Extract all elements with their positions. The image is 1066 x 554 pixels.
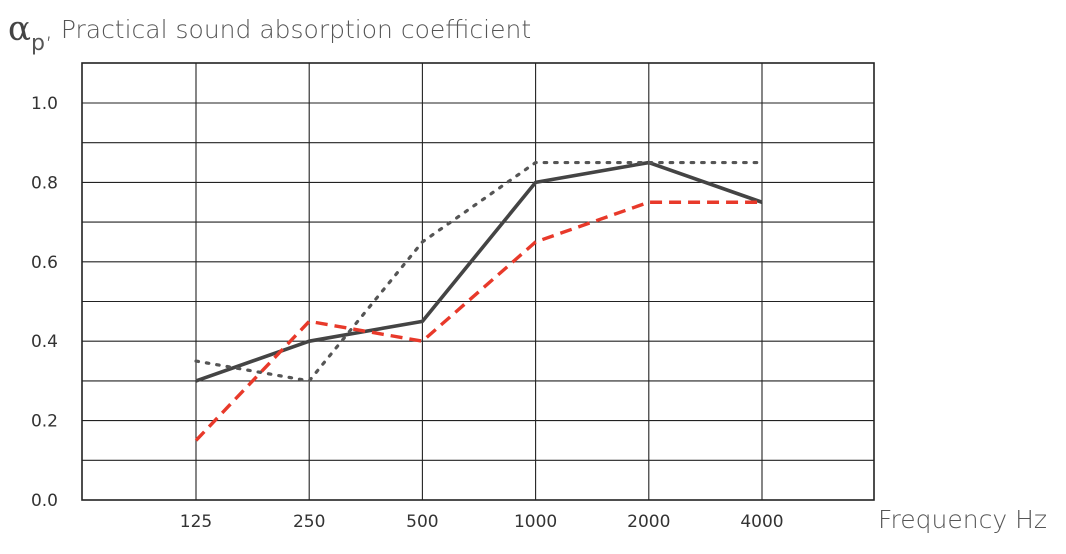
y-tick-label: 0.4 (31, 332, 58, 352)
x-tick-label: 4000 (740, 512, 783, 532)
series-lines (194, 160, 764, 442)
grid (82, 63, 874, 501)
y-axis-subscript: p (31, 31, 45, 56)
y-axis-symbol: α (8, 9, 31, 49)
series-line-dotted (194, 160, 764, 383)
x-tick-labels: 125 250 500 1000 2000 4000 (180, 512, 784, 532)
plot-frame (81, 62, 875, 501)
x-tick-label: 1000 (514, 512, 557, 532)
y-tick-label: 0.8 (31, 173, 58, 193)
y-tick-label: 1.0 (31, 94, 58, 114)
x-tick-label: 500 (406, 512, 438, 532)
series-line-solid (195, 160, 763, 383)
y-tick-label: 0.6 (31, 253, 58, 273)
y-tick-label: 0.2 (31, 412, 58, 432)
x-tick-label: 250 (293, 512, 325, 532)
x-tick-label: 125 (180, 512, 212, 532)
x-axis-label: Frequency Hz (878, 505, 1047, 534)
y-axis-title: , Practical sound absorption coefficient (45, 15, 531, 44)
y-tick-label: 0.0 (31, 491, 58, 511)
y-tick-labels: 1.0 0.8 0.6 0.4 0.2 0.0 (31, 94, 58, 511)
x-tick-label: 2000 (627, 512, 670, 532)
y-axis-label: αp, Practical sound absorption coefficie… (8, 9, 531, 56)
series-line-dashed (194, 200, 762, 442)
